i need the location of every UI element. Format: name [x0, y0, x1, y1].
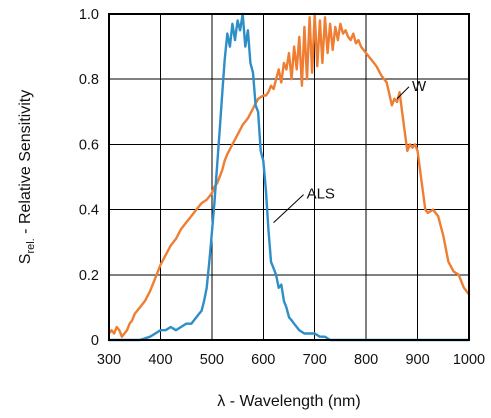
x-tick-label: 400: [148, 352, 172, 368]
x-tick-label: 1000: [453, 352, 485, 368]
y-tick-label: 0.2: [79, 268, 99, 284]
plot-frame: [108, 13, 470, 341]
y-tick-label: 1.0: [79, 7, 99, 23]
x-tick-label: 700: [303, 352, 327, 368]
y-axis-label-subscript: rel.: [25, 238, 37, 253]
x-tick-label: 900: [405, 352, 429, 368]
x-tick-label: 500: [200, 352, 224, 368]
x-tick-label: 300: [97, 352, 121, 368]
y-axis-label: Srel. - Relative Sensitivity: [17, 90, 37, 264]
y-axis-label-rest: - Relative Sensitivity: [17, 90, 34, 239]
series-label-als: ALS: [307, 186, 335, 203]
label-leader-w: [396, 86, 410, 100]
label-leader-als: [273, 194, 304, 224]
plot-area: [107, 12, 471, 342]
y-tick-label: 0: [91, 333, 99, 349]
y-axis-ticks: 0 0.2 0.4 0.6 0.8 1.0: [79, 7, 99, 349]
y-tick-label: 0.6: [79, 137, 99, 153]
x-axis-ticks: 300 400 500 600 700 800 900 1000: [97, 352, 485, 368]
x-tick-label: 600: [251, 352, 275, 368]
y-axis-label-main: S: [17, 254, 34, 265]
y-tick-label: 0.4: [79, 203, 99, 219]
series-labels: W ALS: [273, 78, 427, 224]
series-line-w: [107, 12, 471, 338]
y-tick-label: 0.8: [79, 72, 99, 88]
x-tick-label: 800: [354, 352, 378, 368]
x-axis-label: λ - Wavelength (nm): [217, 393, 360, 410]
series-label-w: W: [412, 78, 427, 95]
series-line-als: [107, 12, 471, 342]
